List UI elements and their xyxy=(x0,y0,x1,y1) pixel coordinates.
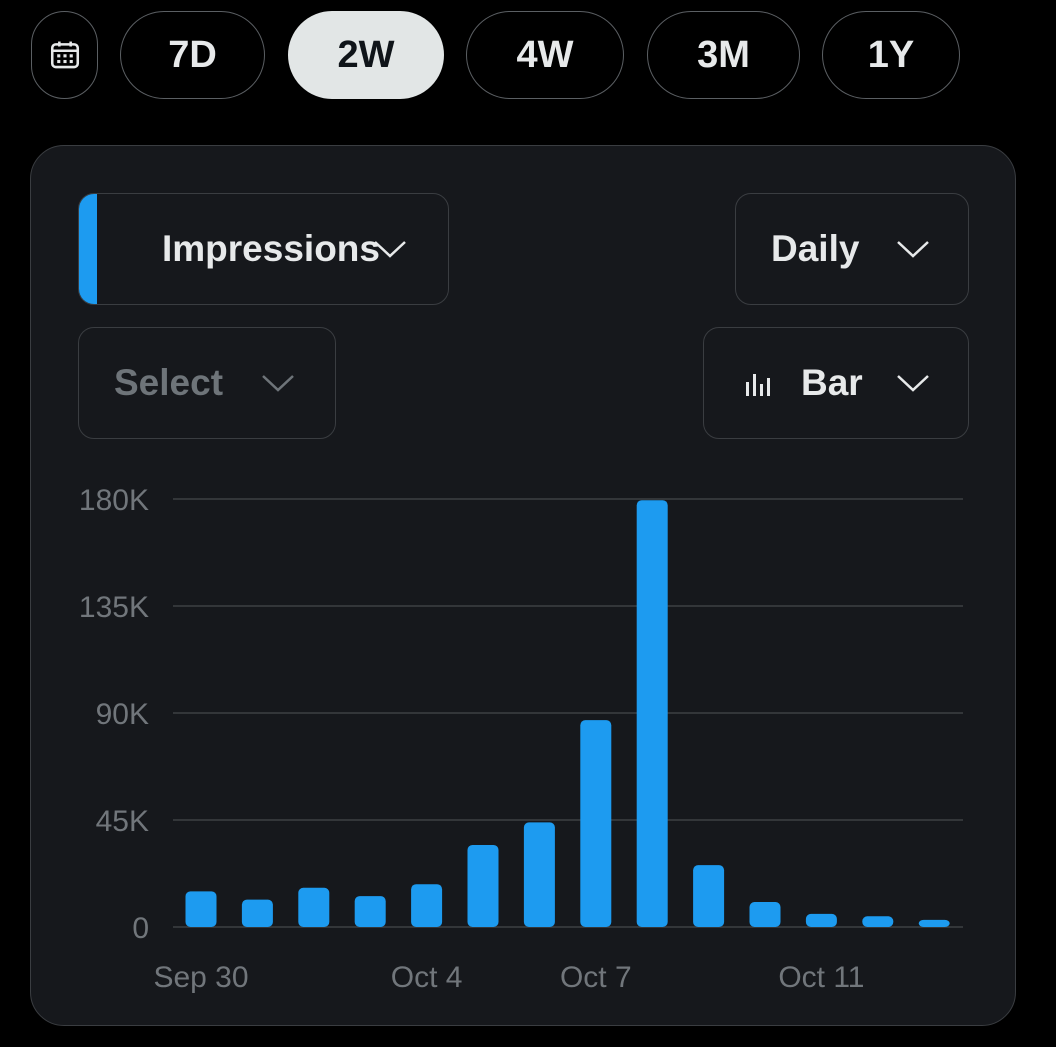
y-tick-label: 180K xyxy=(79,484,149,517)
range-3m-button[interactable]: 3M xyxy=(647,11,800,99)
chevron-down-icon xyxy=(262,375,294,392)
bar[interactable] xyxy=(241,899,273,927)
interval-dropdown[interactable]: Daily xyxy=(735,193,969,305)
x-tick-label: Oct 11 xyxy=(778,961,864,994)
calendar-button[interactable] xyxy=(31,11,98,99)
bar[interactable] xyxy=(636,500,668,927)
chevron-down-icon xyxy=(897,375,929,392)
range-2w-button[interactable]: 2W xyxy=(288,11,444,99)
y-tick-label: 45K xyxy=(96,805,149,838)
bar[interactable] xyxy=(467,844,499,927)
range-4w-button[interactable]: 4W xyxy=(466,11,624,99)
bar[interactable] xyxy=(185,891,217,927)
bar[interactable] xyxy=(918,919,950,927)
metric-color-indicator xyxy=(79,194,97,304)
metric-dropdown-label: Impressions xyxy=(162,228,380,269)
y-tick-label: 90K xyxy=(96,698,149,731)
range-7d-button[interactable]: 7D xyxy=(120,11,265,99)
impressions-bar-chart: 0 45K 90K 135K 180K Sep 30 Oct 4 Oct 7 Oct 11 xyxy=(79,484,963,994)
x-tick-label: Sep 30 xyxy=(153,961,248,994)
x-tick-label: Oct 4 xyxy=(391,961,463,994)
bar[interactable] xyxy=(749,902,781,927)
bar[interactable] xyxy=(298,887,330,927)
bar[interactable] xyxy=(805,913,837,927)
bar[interactable] xyxy=(580,720,612,927)
metric-dropdown[interactable]: Impressions xyxy=(78,193,449,305)
chevron-down-icon xyxy=(897,241,929,258)
chevron-down-icon xyxy=(374,241,406,258)
chart-type-dropdown-label: Bar xyxy=(801,362,863,403)
analytics-card: Impressions Daily Select Bar 0 45K 90K 135K… xyxy=(30,145,1016,1026)
bar[interactable] xyxy=(523,822,555,927)
bar-chart-icon xyxy=(746,374,770,396)
range-selector: 7D 2W 4W 3M 1Y xyxy=(0,0,1056,110)
y-tick-label: 0 xyxy=(132,912,149,945)
x-tick-label: Oct 7 xyxy=(560,961,632,994)
bar[interactable] xyxy=(693,865,725,927)
bar[interactable] xyxy=(411,884,443,927)
interval-dropdown-label: Daily xyxy=(771,228,860,269)
compare-dropdown-placeholder: Select xyxy=(114,362,224,403)
bar[interactable] xyxy=(354,896,386,927)
bar[interactable] xyxy=(862,916,894,927)
chart-type-dropdown[interactable]: Bar xyxy=(703,327,969,439)
y-tick-label: 135K xyxy=(79,591,149,624)
range-1y-button[interactable]: 1Y xyxy=(822,11,960,99)
calendar-icon xyxy=(50,41,79,69)
compare-metric-dropdown[interactable]: Select xyxy=(78,327,336,439)
